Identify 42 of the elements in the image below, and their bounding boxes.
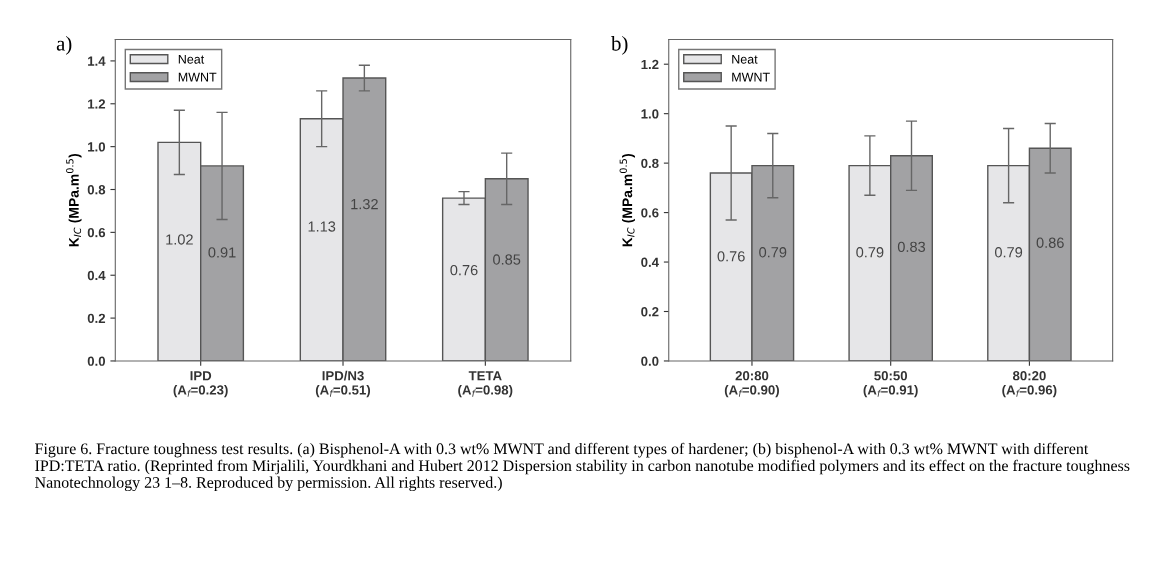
- data-label: 0.85: [493, 254, 521, 265]
- x-tick-label: 50:50 (A$_{f}$=0.91): [863, 371, 918, 398]
- legend-label: Neat: [732, 54, 758, 64]
- x-tick-label: IPD/N3 (A$_{f}$=0.51): [315, 370, 371, 398]
- y-tick-label: 0.8: [641, 158, 659, 169]
- data-label: 0.83: [897, 241, 926, 252]
- y-tick-label: 0.8: [87, 185, 106, 195]
- y-tick-label: 1.0: [641, 109, 659, 119]
- y-tick-label: 1.2: [88, 99, 106, 109]
- data-label: 0.79: [994, 247, 1023, 258]
- data-label: 1.32: [351, 198, 378, 210]
- data-label: 1.13: [308, 221, 336, 232]
- x-tick-label: 80:20 (A$_{f}$=0.96): [1002, 371, 1057, 398]
- y-axis-title: K$_{IC}$ (MPa.m$^{0.5}$): [619, 153, 635, 247]
- y-tick-label: 0.2: [641, 307, 659, 317]
- y-tick-label: 0.6: [641, 208, 659, 218]
- data-label: 0.76: [450, 264, 478, 276]
- data-label: 0.86: [1036, 237, 1064, 248]
- data-label: 0.76: [717, 251, 745, 262]
- y-tick-label: 0.4: [641, 257, 659, 267]
- y-tick-label: 0.6: [87, 227, 106, 238]
- y-tick-label: 0.0: [87, 356, 106, 366]
- x-tick-label: TETA (A$_{f}$=0.98): [458, 371, 513, 398]
- data-label: 0.91: [208, 247, 236, 258]
- y-tick-label: 1.4: [88, 56, 106, 66]
- y-tick-label: 0.2: [87, 313, 106, 324]
- x-tick-label: 20:80 (A$_{f}$=0.90): [724, 371, 779, 398]
- legend-label: MWNT: [732, 72, 770, 82]
- caption: Figure 6. Fracture toughness test results. (a) Bisphenol-A with 0.3 wt% MWNT and different types of hardener; (b) bisphenol-A with 0.3 wt% MWNT with different IPD:TETA ratio. (Reprinted from Mirjalili, Yourdkhani and Hubert 2012 Dispersion stability in carbon nanotube modified polymers and its effect on the fracture toughness Nanotechnology 23 1–8. Reproduced by permission. All rights reserved.): [35, 442, 1130, 492]
- data-label: 0.79: [856, 247, 884, 258]
- y-tick-label: 0.0: [641, 356, 659, 366]
- x-tick-label: IPD (A$_{f}$=0.23): [173, 371, 228, 398]
- chart-title: a): [56, 35, 72, 55]
- y-tick-label: 0.4: [87, 270, 106, 281]
- y-axis-title: K$_{IC}$ (MPa.m$^{0.5}$): [66, 153, 82, 247]
- y-tick-label: 1.2: [641, 59, 659, 69]
- data-label: 1.02: [166, 234, 193, 245]
- legend-label: MWNT: [178, 72, 217, 82]
- legend-label: Neat: [178, 54, 205, 64]
- chart-title: b): [611, 35, 628, 55]
- data-label: 0.79: [759, 247, 787, 258]
- y-tick-label: 1.0: [88, 142, 106, 152]
